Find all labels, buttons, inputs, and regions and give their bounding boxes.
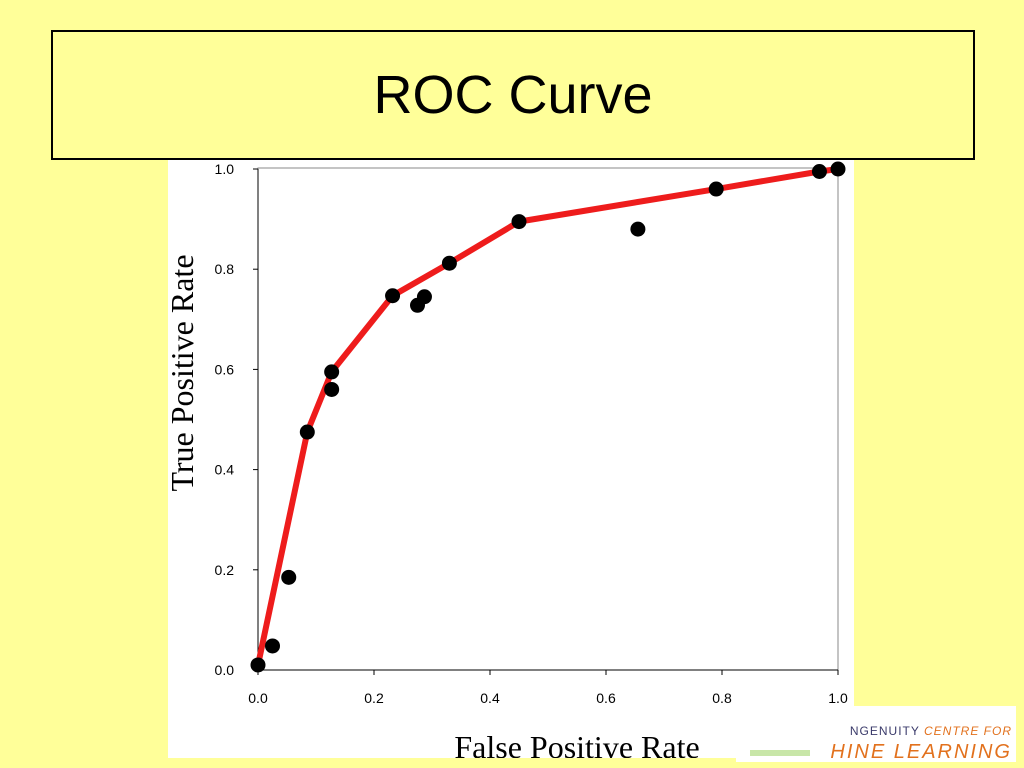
plot-frame: [257, 167, 839, 671]
y-tick-label: 0.4: [215, 462, 235, 478]
axes: [253, 167, 839, 675]
logo: NGENUITY CENTRE FOR HINE LEARNING: [736, 706, 1016, 762]
data-point: [299, 424, 315, 440]
data-point: [511, 214, 527, 230]
data-point: [281, 569, 297, 585]
data-point: [324, 381, 340, 397]
slide-title: ROC Curve: [373, 65, 653, 125]
plot-panel: [168, 160, 854, 758]
x-tick-label: 0.4: [480, 690, 500, 706]
x-axis-title: False Positive Rate: [454, 729, 699, 758]
y-tick-label: 0.2: [215, 562, 235, 578]
logo-line1-accent: CENTRE FOR: [924, 724, 1012, 738]
slide-title-box: ROC Curve: [51, 30, 975, 160]
x-tick-label: 0.8: [712, 690, 732, 706]
data-point: [324, 364, 340, 380]
y-tick-label: 0.8: [215, 261, 235, 277]
x-tick-label: 0.6: [596, 690, 616, 706]
y-tick-label: 1.0: [215, 161, 235, 177]
data-point: [441, 255, 457, 271]
data-point: [630, 221, 646, 237]
data-point: [416, 289, 432, 305]
data-point: [385, 288, 401, 304]
y-axis-title: True Positive Rate: [168, 254, 200, 491]
x-tick-label: 0.2: [364, 690, 384, 706]
y-tick-label: 0.0: [215, 662, 235, 678]
logo-line1: NGENUITY CENTRE FOR: [850, 724, 1012, 738]
roc-curve-group: [255, 166, 841, 668]
x-tick-label: 0.0: [248, 690, 268, 706]
data-point: [830, 161, 846, 177]
roc-curve-line: [255, 166, 841, 668]
roc-chart: 0.0 0.2 0.4 0.6 0.8 1.0 0.0 0.2 0.4 0.6 0.8 1.0 Fal…: [168, 161, 848, 758]
tick-labels: 0.0 0.2 0.4 0.6 0.8 1.0 0.0 0.2 0.4 0.6 0.8 1.0: [215, 161, 848, 706]
logo-line1-main: NGENUITY: [849, 724, 924, 738]
logo-bar: [750, 750, 810, 756]
x-tick-label: 1.0: [828, 690, 848, 706]
data-point: [811, 164, 827, 180]
data-point: [708, 181, 724, 197]
data-point: [250, 657, 266, 673]
y-tick-label: 0.6: [215, 361, 235, 377]
data-points: [250, 161, 846, 673]
logo-line2: HINE LEARNING: [830, 741, 1012, 762]
data-point: [265, 638, 280, 654]
